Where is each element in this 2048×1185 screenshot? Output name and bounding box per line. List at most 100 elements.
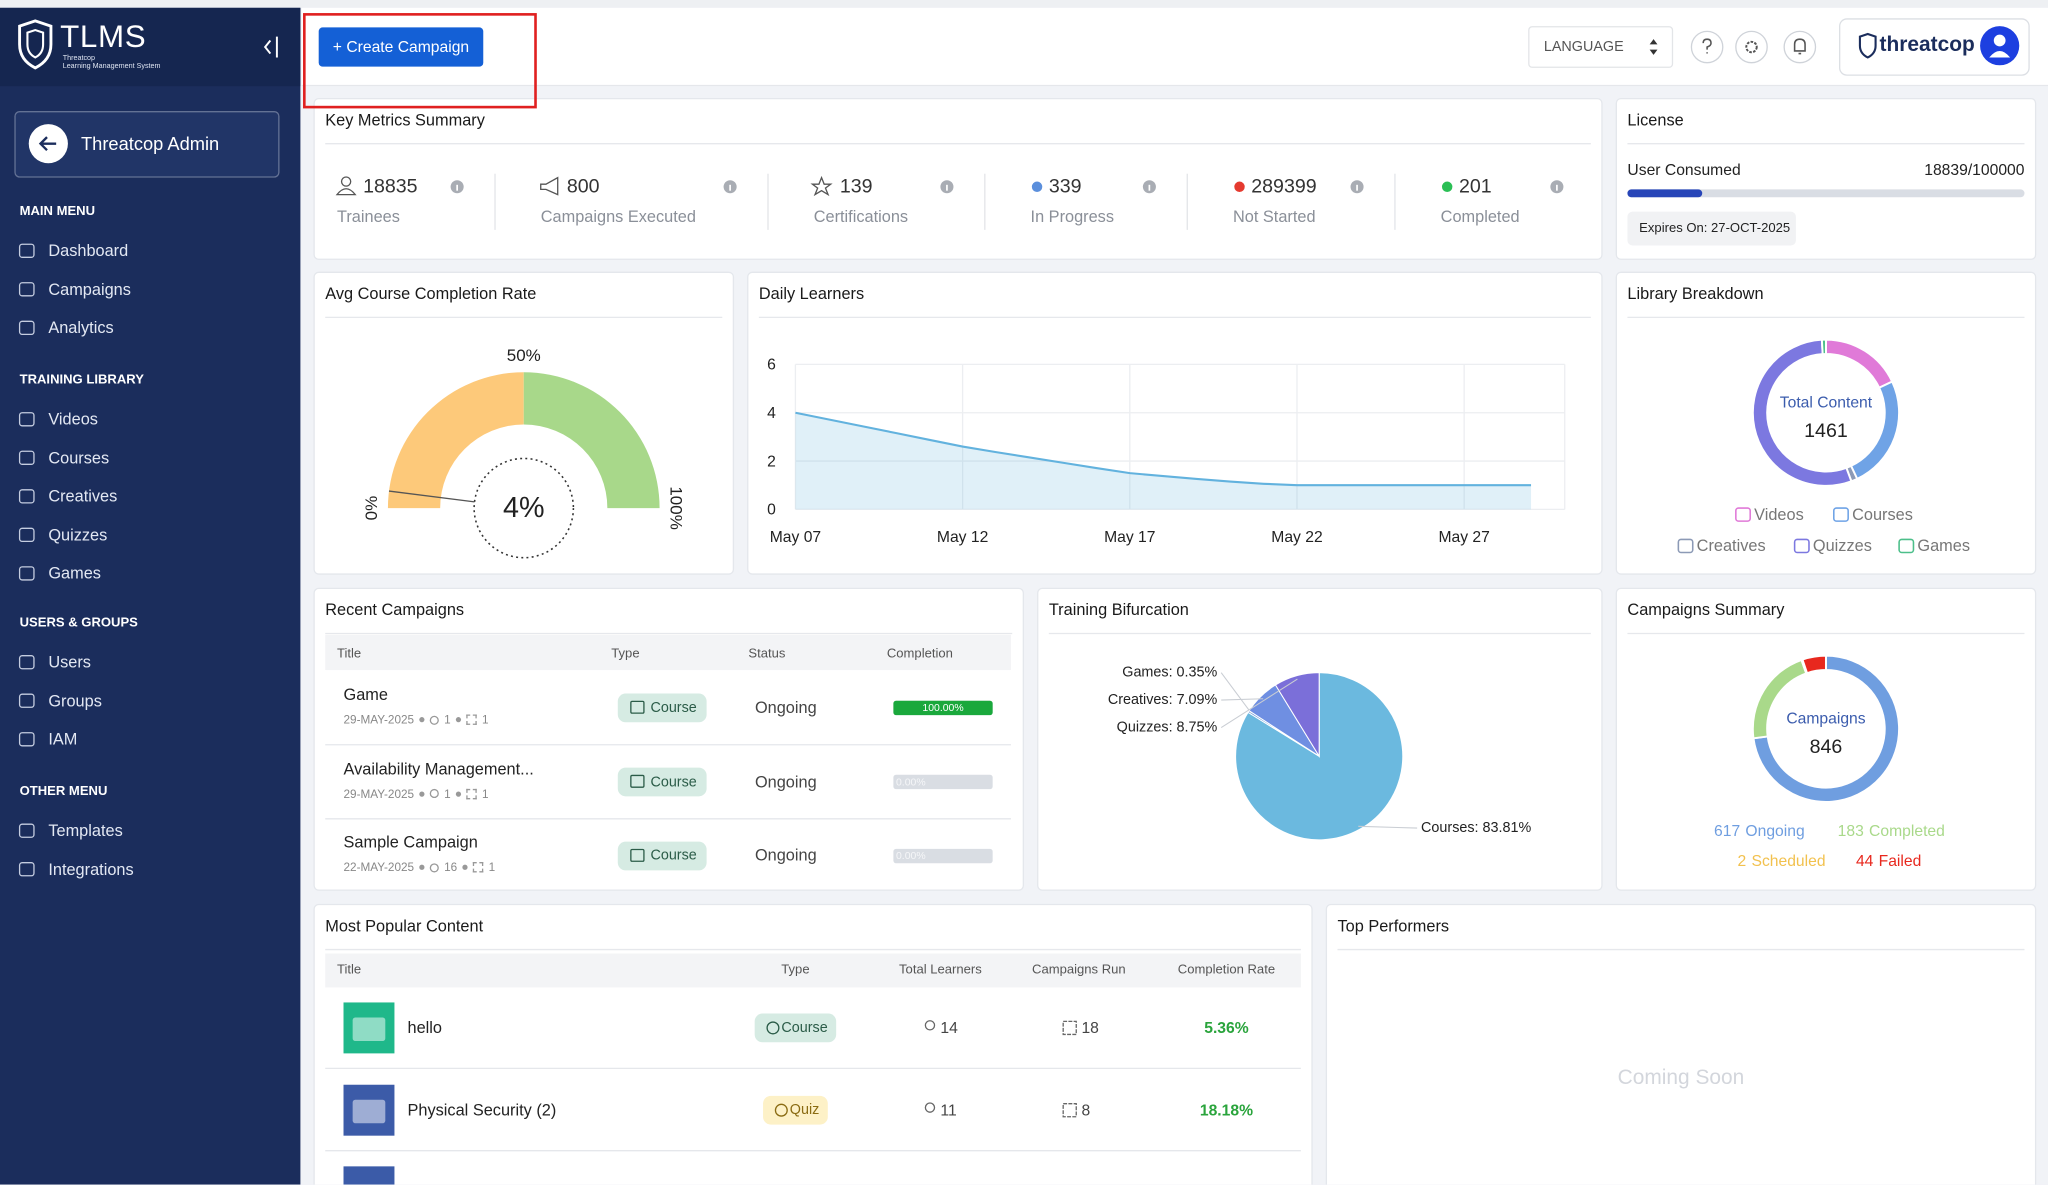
menu-section-title: OTHER MENU: [19, 784, 108, 799]
legend-entry: 44 Failed: [1856, 852, 1921, 870]
type-label: Course: [781, 1020, 828, 1036]
card-title: License: [1627, 111, 1684, 130]
content-name[interactable]: hello: [407, 1018, 443, 1038]
menu-item[interactable]: Quizzes: [48, 525, 108, 544]
completion-rate: 18.18%: [1199, 1101, 1254, 1120]
legend-label: Completed: [1869, 821, 1945, 840]
icon-megaphone: [540, 176, 559, 196]
settings-icon: [1745, 40, 1758, 54]
x-tick-label: May 12: [936, 527, 989, 546]
campaign-date: 29-MAY-2025: [343, 713, 415, 727]
header-icon-button[interactable]: [1783, 30, 1817, 64]
campaign-meta: 22-MAY-2025 16 1: [344, 861, 496, 874]
bell-icon: [1793, 38, 1806, 55]
thumbnail-art: [352, 1017, 386, 1041]
icon-groups: [466, 788, 477, 799]
type-label: Quiz: [789, 1102, 820, 1119]
brand-sub: Learning Management System: [62, 62, 161, 71]
status-dot: [1234, 181, 1245, 192]
menu-item[interactable]: Videos: [48, 410, 98, 429]
gauge-band: [523, 372, 660, 509]
legend-icon: [1898, 538, 1915, 554]
status-dot: [1441, 181, 1453, 192]
legend-value: 183: [1837, 821, 1864, 840]
icon-campaigns: [1062, 1103, 1077, 1118]
menu-item[interactable]: IAM: [48, 730, 78, 749]
legend-value: 44: [1855, 851, 1874, 870]
metric-value: 18835: [363, 175, 418, 198]
progress-track: [893, 774, 993, 790]
card-title: Most Popular Content: [325, 916, 484, 936]
type-icon: [630, 700, 645, 714]
type-icon: [630, 848, 645, 862]
menu-item[interactable]: Integrations: [48, 860, 134, 879]
campaign-name[interactable]: Game: [343, 685, 388, 704]
icon-user: [429, 789, 439, 799]
campaign-groups: 1: [482, 713, 489, 727]
type-label: Course: [650, 774, 697, 790]
donut-segment: [1824, 338, 1894, 390]
content-name[interactable]: Physical Security (2): [407, 1101, 557, 1120]
y-tick-label: 4: [767, 403, 776, 422]
campaign-name[interactable]: Availability Management...: [343, 759, 534, 779]
menu-icon: [18, 489, 35, 504]
metric-value: 339: [1048, 175, 1082, 198]
meta-dot: [455, 791, 462, 797]
x-tick-label: May 22: [1271, 527, 1323, 546]
content-thumbnail: [343, 1166, 395, 1185]
type-label: Course: [650, 700, 697, 716]
menu-icon: [18, 732, 35, 747]
card-title: Key Metrics Summary: [325, 111, 485, 130]
card-title: Recent Campaigns: [325, 600, 465, 620]
gauge-band: [387, 372, 524, 509]
header-icon-button[interactable]: [1735, 30, 1768, 64]
menu-icon: [18, 320, 35, 336]
menu-item[interactable]: Templates: [48, 821, 123, 840]
pie-slice: [1274, 672, 1320, 759]
language-select[interactable]: [1528, 26, 1674, 68]
x-tick-label: May 17: [1104, 527, 1156, 546]
menu-item[interactable]: Users: [48, 653, 91, 672]
menu-item[interactable]: Groups: [48, 691, 102, 710]
metric-label: Trainees: [336, 207, 400, 226]
metric-label: Campaigns Executed: [540, 207, 696, 226]
menu-item[interactable]: Campaigns: [48, 280, 131, 299]
card: [1325, 903, 2037, 1185]
menu-icon: [18, 450, 35, 465]
menu-item[interactable]: Analytics: [48, 318, 114, 337]
create-campaign-button[interactable]: [318, 27, 484, 67]
legend-label: Courses: [1852, 505, 1913, 524]
menu-item[interactable]: Creatives: [48, 487, 118, 506]
icon-person: [340, 176, 352, 187]
metric-label: Completed: [1440, 207, 1520, 226]
brand-sub: Threatcop: [62, 54, 96, 63]
menu-icon: [18, 243, 35, 258]
menu-item[interactable]: Courses: [48, 448, 110, 467]
gauge-tick-label: 100%: [666, 486, 687, 530]
menu-item[interactable]: Games: [48, 564, 101, 583]
menu-item[interactable]: Dashboard: [48, 241, 129, 260]
total-learners: 14: [940, 1018, 958, 1038]
card: [313, 97, 1603, 260]
menu-icon: [18, 655, 35, 670]
meta-dot: [419, 865, 425, 871]
card-title: Training Bifurcation: [1048, 600, 1189, 620]
campaign-users: 16: [444, 861, 458, 875]
legend-value: 617: [1714, 821, 1741, 840]
legend-icon: [1833, 507, 1849, 522]
language-label[interactable]: LANGUAGE: [1543, 39, 1624, 55]
x-tick-label: May 07: [769, 527, 822, 546]
leader-line: [1220, 672, 1252, 714]
collapse-icon: [263, 36, 278, 58]
meta-dot: [419, 717, 425, 723]
leader-line: [1221, 698, 1264, 701]
create-campaign-label[interactable]: + Create Campaign: [332, 37, 470, 57]
donut-segment: [1801, 654, 1827, 675]
legend-icon: [1793, 538, 1810, 554]
column-header: Title: [336, 647, 362, 662]
type-label: Course: [650, 848, 697, 864]
campaign-name[interactable]: Sample Campaign: [343, 833, 478, 853]
legend-label: Creatives: [1696, 536, 1766, 556]
icon-user: [429, 715, 439, 725]
